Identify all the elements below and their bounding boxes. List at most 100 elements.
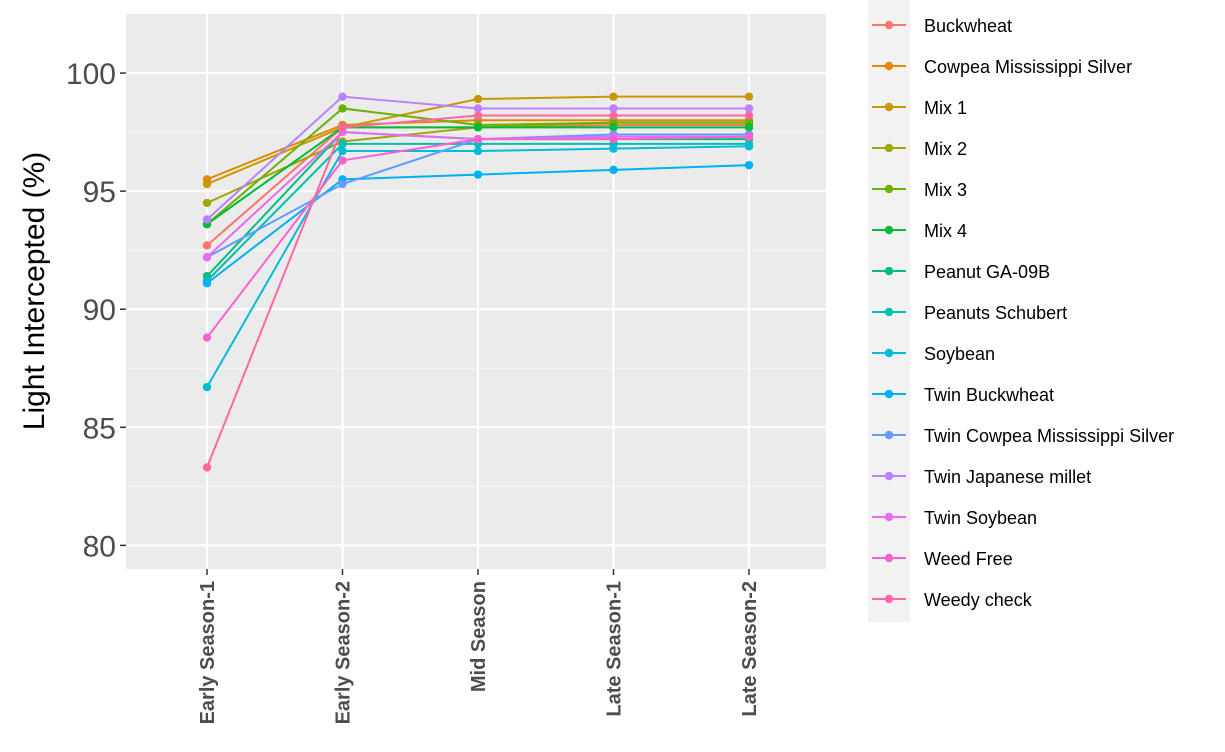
series-weed-free [202,132,754,342]
series-weedy-check [202,111,754,472]
data-point [202,463,212,472]
series-mix-4 [202,123,754,229]
y-tick-label: 95 [83,176,116,209]
data-point [609,123,618,132]
legend-label: Twin Japanese millet [924,467,1091,487]
legend-item: Mix 2 [872,139,967,159]
legend-item: Twin Soybean [872,508,1037,528]
legend-key-point [884,594,894,604]
data-point [744,123,754,132]
legend-key-point [884,307,894,317]
data-point [202,382,212,392]
data-point [338,139,347,149]
legend-label: Peanut GA-09B [924,262,1050,282]
data-point [202,279,212,288]
legend-key-point [884,225,894,235]
legend-key-point [884,143,894,153]
data-point [744,160,754,170]
data-point [609,92,618,101]
data-point [609,111,618,120]
data-point [202,333,212,342]
legend-item: Buckwheat [872,16,1012,36]
data-point [473,170,483,179]
data-point [473,146,483,156]
legend-key-point [884,471,894,481]
legend-item: Mix 3 [872,180,967,200]
legend-label: Soybean [924,344,995,364]
data-point [744,111,754,120]
series-twin-buckwheat [202,160,754,288]
y-axis-title: Light Intercepted (%) [18,152,51,430]
legend-key-point [884,389,894,399]
data-point [202,198,212,208]
x-tick-label: Early Season-1 [197,581,219,724]
legend-item: Cowpea Mississippi Silver [872,57,1132,77]
legend-label: Twin Soybean [924,508,1037,528]
legend-key-point [884,266,894,276]
legend-item: Soybean [872,344,995,364]
data-point [473,134,483,144]
legend-label: Mix 2 [924,139,967,159]
legend-label: Weed Free [924,549,1013,569]
data-point [338,92,347,101]
data-point [744,92,754,101]
series-soybean [202,142,754,392]
legend-item: Weedy check [872,590,1033,610]
data-point [744,142,754,151]
legend: Buckwheat Cowpea Mississippi Silver Mix 1 M… [872,16,1174,610]
x-axis: Early Season-1 Early Season-2 Mid Season La… [197,569,761,724]
legend-label: Mix 4 [924,221,967,241]
data-point [609,144,618,153]
y-tick-label: 100 [66,58,116,91]
legend-key-point [884,512,894,522]
data-point [338,179,347,189]
data-point [609,134,618,144]
grid-layer [126,14,826,569]
y-tick-label: 90 [83,294,116,327]
x-tick-label: Mid Season [468,581,490,692]
series-layer [202,92,754,472]
data-point [202,215,212,224]
legend-item: Mix 1 [872,98,967,118]
data-point [609,165,618,175]
y-axis: 80 85 90 95 100 [66,58,126,563]
data-point [338,156,347,165]
data-point [473,94,483,104]
legend-item: Weed Free [872,549,1013,569]
legend-item: Twin Buckwheat [872,385,1054,405]
legend-item: Twin Cowpea Mississippi Silver [872,426,1174,446]
legend-key-point [884,348,894,358]
legend-key-point [884,61,894,71]
data-point [473,104,483,113]
data-point [202,241,212,250]
data-point [473,123,483,132]
x-tick-label: Early Season-2 [333,581,355,724]
legend-key-point [884,20,894,30]
legend-label: Twin Cowpea Mississippi Silver [924,426,1174,446]
data-point [609,104,618,113]
data-point [202,179,212,189]
legend-item: Peanut GA-09B [872,262,1050,282]
data-point [338,146,347,156]
x-tick-label: Late Season-2 [739,581,761,717]
series-twin-japanese-millet [202,92,754,224]
data-point [744,104,754,113]
legend-key-point [884,102,894,112]
legend-key-point [884,553,894,563]
legend-label: Peanuts Schubert [924,303,1067,323]
data-point [473,111,483,120]
legend-item: Mix 4 [872,221,967,241]
data-point [338,104,347,113]
data-point [338,123,347,132]
legend-item: Twin Japanese millet [872,467,1091,487]
legend-label: Buckwheat [924,16,1012,36]
legend-item: Peanuts Schubert [872,303,1067,323]
y-tick-label: 80 [83,530,116,563]
legend-key-point [884,430,894,440]
data-point [744,132,754,142]
legend-label: Mix 1 [924,98,967,118]
legend-label: Twin Buckwheat [924,385,1054,405]
legend-key-point [884,184,894,194]
